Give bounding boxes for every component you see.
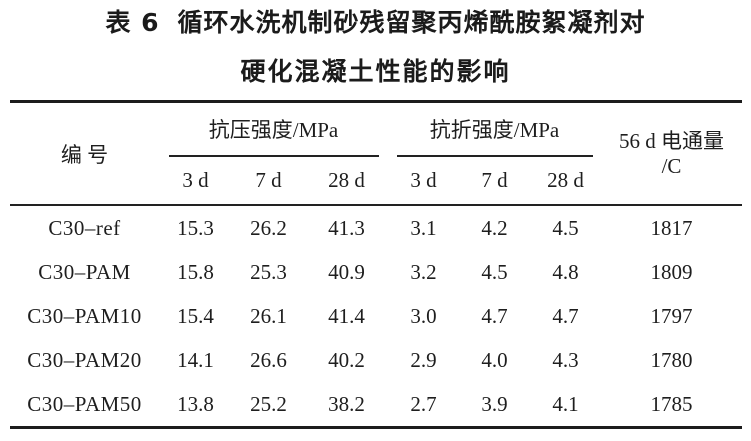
compressive-group-underline: 抗压强度/MPa [168,103,379,157]
cell-comp-7d: 26.6 [250,347,287,372]
cell-flex-28d: 4.8 [552,259,579,284]
cell-comp-7d: 26.2 [250,215,287,240]
table-header: 编 号 抗压强度/MPa 抗折强度/MPa 56 d 电通量 /C 3 [9,101,742,206]
cell-flux: 1780 [650,347,693,372]
column-header-flex-3d: 3 d [387,157,460,206]
table-row: C30–PAM50 13.8 25.2 38.2 2.7 3.9 4.1 178… [10,382,742,428]
compressive-group-label: 抗压强度/MPa [208,118,339,142]
table-row: C30–ref 15.3 26.2 41.3 3.1 4.2 4.5 1817 [10,205,742,250]
table-title-line2: 硬化混凝土性能的影响 [240,57,511,86]
cell-flex-7d: 4.7 [481,303,508,328]
row-id: C30–PAM50 [27,391,142,416]
cell-flex-7d: 4.2 [481,215,508,240]
column-header-flex-7d: 7 d [459,157,530,206]
cell-flux: 1809 [650,259,693,284]
cell-comp-28d: 41.3 [328,215,365,240]
row-id: C30–PAM10 [27,303,142,328]
column-header-flux: 56 d 电通量 /C [601,101,742,206]
table-row: C30–PAM10 15.4 26.1 41.4 3.0 4.7 4.7 179… [10,294,742,338]
cell-flex-3d: 3.1 [410,215,437,240]
cell-comp-28d: 40.2 [328,347,365,372]
column-header-comp-7d: 7 d [231,157,306,206]
header-sub-row: 3 d 7 d 28 d 3 d 7 d 28 d [10,157,742,206]
cell-comp-7d: 26.1 [250,303,287,328]
row-id: C30–PAM [38,259,131,284]
column-header-comp-28d: 28 d [305,157,388,206]
flux-header-line2: /C [661,153,682,178]
cell-flex-3d: 2.9 [410,347,437,372]
cell-flex-28d: 4.1 [552,391,579,416]
cell-comp-3d: 15.4 [177,303,214,328]
cell-flex-28d: 4.7 [552,303,579,328]
cell-flex-3d: 3.2 [410,259,437,284]
cell-flex-3d: 3.0 [410,303,437,328]
table-row: C30–PAM 15.8 25.3 40.9 3.2 4.5 4.8 1809 [10,250,742,294]
column-group-compressive: 抗压强度/MPa [160,102,388,157]
cell-flux: 1785 [650,391,693,416]
cell-comp-28d: 41.4 [328,303,365,328]
cell-comp-7d: 25.3 [250,259,287,284]
cell-flex-28d: 4.3 [552,347,579,372]
column-header-id: 编 号 [9,101,160,206]
cell-comp-3d: 15.3 [177,215,214,240]
cell-comp-3d: 15.8 [177,259,214,284]
cell-comp-3d: 13.8 [177,391,214,416]
column-header-flex-28d: 28 d [529,157,602,206]
table-row: C30–PAM20 14.1 26.6 40.2 2.9 4.0 4.3 178… [10,338,742,382]
table-title-text: 循环水洗机制砂残留聚丙烯酰胺絮凝剂对 [177,8,646,37]
cell-flex-28d: 4.5 [552,215,579,240]
cell-flex-7d: 4.0 [481,347,508,372]
flux-header-line1: 56 d 电通量 [619,128,724,153]
cell-comp-7d: 25.2 [250,391,287,416]
table-number-label: 表 6 [105,8,160,37]
cell-comp-28d: 38.2 [328,391,365,416]
flexural-group-label: 抗折强度/MPa [429,118,560,142]
column-group-flexural: 抗折强度/MPa [388,102,602,157]
results-table: 编 号 抗压强度/MPa 抗折强度/MPa 56 d 电通量 /C 3 [9,100,742,429]
cell-flux: 1817 [650,215,693,240]
cell-flex-7d: 3.9 [481,391,508,416]
cell-flex-3d: 2.7 [410,391,437,416]
row-id: C30–PAM20 [27,347,142,372]
table-body: C30–ref 15.3 26.2 41.3 3.1 4.2 4.5 1817 … [10,205,742,428]
cell-flex-7d: 4.5 [481,259,508,284]
cell-flux: 1797 [650,303,693,328]
cell-comp-3d: 14.1 [177,347,214,372]
flexural-group-underline: 抗折强度/MPa [396,103,593,157]
table-title: 表 6 循环水洗机制砂残留聚丙烯酰胺絮凝剂对 硬化混凝土性能的影响 [0,0,751,88]
column-header-comp-3d: 3 d [159,157,232,206]
header-group-row: 编 号 抗压强度/MPa 抗折强度/MPa 56 d 电通量 /C [9,101,742,206]
row-id: C30–ref [48,215,121,240]
table-title-line1: 表 6 循环水洗机制砂残留聚丙烯酰胺絮凝剂对 [0,7,751,39]
cell-comp-28d: 40.9 [328,259,365,284]
